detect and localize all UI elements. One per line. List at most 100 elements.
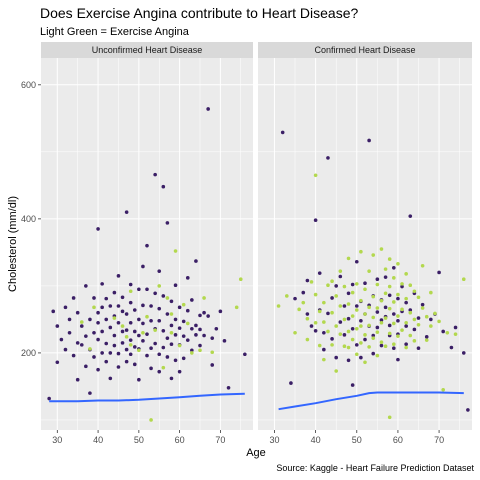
data-point-angina (400, 328, 404, 332)
data-point-no-angina (214, 326, 219, 331)
data-point-no-angina (354, 259, 359, 264)
data-point-angina (400, 282, 404, 286)
data-point-no-angina (226, 385, 231, 390)
data-point-angina (461, 277, 466, 281)
facet-unconfirmed: Unconfirmed Heart Disease (41, 42, 253, 430)
data-point-no-angina (145, 353, 149, 358)
data-point-angina (338, 269, 343, 273)
data-point-no-angina (313, 218, 318, 223)
data-point-no-angina (218, 309, 223, 314)
data-point-no-angina (96, 337, 100, 342)
data-point-angina (441, 387, 445, 392)
data-point-angina (346, 302, 351, 306)
data-point-no-angina (177, 305, 182, 310)
data-point-angina (342, 317, 347, 322)
data-point-no-angina (157, 318, 162, 323)
data-point-no-angina (342, 333, 347, 337)
data-point-angina (293, 331, 297, 335)
data-point-no-angina (222, 339, 227, 343)
data-point-angina (387, 284, 392, 289)
data-point-angina (453, 332, 458, 336)
data-point-no-angina (116, 274, 121, 278)
data-point-angina (404, 272, 408, 276)
data-point-angina (301, 300, 306, 305)
data-point-angina (359, 298, 363, 303)
data-point-no-angina (392, 312, 396, 316)
data-point-no-angina (375, 325, 380, 330)
data-point-angina (408, 283, 413, 288)
data-point-no-angina (301, 290, 306, 295)
data-point-no-angina (453, 325, 458, 330)
data-point-no-angina (75, 377, 80, 382)
data-point-no-angina (165, 336, 170, 340)
data-point-no-angina (346, 358, 351, 363)
data-point-no-angina (375, 310, 380, 314)
data-point-no-angina (120, 329, 125, 334)
data-point-no-angina (63, 347, 68, 352)
data-point-no-angina (210, 336, 215, 340)
data-point-no-angina (104, 341, 109, 346)
data-point-no-angina (334, 355, 338, 360)
data-point-no-angina (173, 317, 178, 322)
data-point-no-angina (400, 284, 404, 289)
x-axis: 30 40 50 60 70 30 40 50 60 70 (52, 430, 444, 445)
data-point-no-angina (396, 318, 400, 323)
data-point-no-angina (153, 172, 157, 177)
data-point-angina (379, 298, 384, 303)
data-point-angina (400, 307, 404, 312)
data-point-angina (396, 261, 400, 266)
x-tick-label: 30 (52, 435, 62, 445)
data-point-angina (342, 344, 347, 349)
data-point-no-angina (116, 304, 121, 308)
data-point-angina (169, 331, 174, 335)
data-point-angina (276, 304, 281, 308)
data-point-no-angina (84, 334, 88, 338)
data-point-no-angina (112, 343, 117, 348)
data-point-angina (404, 345, 408, 350)
data-point-angina (420, 306, 425, 310)
data-point-angina (326, 283, 330, 288)
data-point-no-angina (120, 295, 125, 300)
data-point-no-angina (128, 320, 133, 325)
data-point-no-angina (84, 364, 88, 369)
data-point-no-angina (165, 221, 170, 225)
data-point-angina (433, 311, 437, 316)
data-point-no-angina (59, 337, 64, 342)
data-point-angina (322, 320, 326, 324)
data-point-angina (128, 343, 133, 347)
data-point-no-angina (354, 304, 359, 308)
data-point-angina (396, 314, 400, 318)
data-point-no-angina (137, 317, 141, 322)
data-point-no-angina (350, 282, 355, 287)
data-point-no-angina (293, 296, 297, 301)
data-point-no-angina (157, 269, 162, 273)
smooth-unconfirmed (49, 392, 245, 403)
data-point-no-angina (128, 338, 133, 342)
data-point-angina (396, 292, 400, 297)
data-point-no-angina (132, 308, 137, 312)
x-tick-label: 50 (352, 435, 362, 445)
data-point-angina (120, 324, 125, 328)
data-point-no-angina (137, 287, 141, 292)
data-point-no-angina (305, 278, 310, 283)
data-point-no-angina (416, 346, 421, 351)
data-point-no-angina (181, 356, 186, 361)
data-point-no-angina (149, 346, 153, 351)
data-point-angina (359, 324, 363, 328)
strip-unconfirmed (41, 42, 253, 58)
data-point-no-angina (108, 325, 113, 330)
data-point-no-angina (141, 264, 145, 269)
data-point-no-angina (88, 391, 92, 395)
data-point-no-angina (322, 331, 326, 335)
data-point-angina (437, 319, 441, 324)
data-point-no-angina (116, 351, 121, 356)
data-point-no-angina (309, 324, 314, 328)
data-point-no-angina (408, 308, 413, 312)
data-point-angina (305, 337, 310, 342)
data-point-no-angina (359, 318, 363, 323)
data-point-angina (334, 369, 338, 373)
data-point-angina (181, 302, 186, 307)
data-point-no-angina (354, 343, 359, 347)
data-point-no-angina (326, 311, 330, 316)
data-point-angina (367, 345, 371, 349)
